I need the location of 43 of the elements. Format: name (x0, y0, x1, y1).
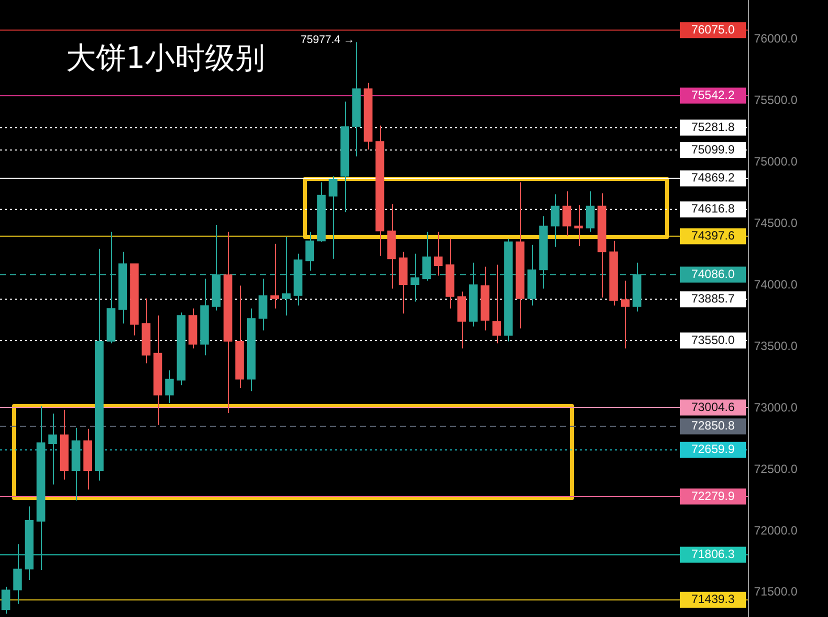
y-tick-label: 73000.0 (754, 400, 798, 414)
candlestick (13, 544, 22, 604)
ref-line-label: 71439.3 (691, 592, 736, 606)
ref-line-label: 74086.0 (691, 266, 736, 281)
ref-line-label: 74397.6 (691, 228, 736, 243)
y-tick-label: 72500.0 (754, 462, 798, 476)
candlestick (165, 370, 174, 404)
candlestick (434, 231, 443, 276)
ref-line-label: 75281.8 (691, 120, 736, 134)
ref-line-label: 72659.9 (691, 442, 736, 456)
y-tick-label: 75000.0 (754, 154, 798, 169)
ref-line-label: 73004.6 (691, 400, 736, 414)
ref-line-label: 76075.0 (691, 22, 736, 36)
candlestick (550, 194, 560, 248)
candlestick (305, 231, 314, 272)
ref-line-label: 71806.3 (691, 547, 736, 562)
y-tick-label: 72000.0 (754, 523, 798, 538)
ref-line-label: 73550.0 (691, 332, 736, 347)
y-tick-label: 76000.0 (754, 32, 798, 46)
ref-line-label: 72850.8 (691, 418, 736, 433)
y-tick-label: 74500.0 (754, 216, 798, 230)
candlestick (48, 413, 57, 486)
y-tick-label: 73500.0 (754, 338, 798, 353)
ref-line-label: 74869.2 (691, 170, 736, 185)
text: 大饼1小时级别 (66, 40, 266, 78)
y-tick-label: 74000.0 (754, 277, 798, 292)
y-tick-label: 71500.0 (754, 584, 798, 599)
candlestick (620, 280, 630, 349)
ref-line-label: 75099.9 (691, 142, 736, 156)
candlestick (328, 176, 338, 260)
candlestick (586, 190, 595, 232)
candlestick (2, 586, 10, 614)
candlestick (574, 204, 583, 246)
ref-line-label: 75542.2 (691, 88, 736, 102)
candlestick (258, 278, 268, 331)
y-tick-label: 75500.0 (754, 93, 798, 108)
ref-line-label: 73885.7 (691, 292, 736, 306)
ref-line-label: 74616.8 (691, 202, 736, 216)
ref-line-label: 72279.9 (691, 488, 736, 503)
annotation: 75977.4 → (300, 34, 354, 46)
candlestick (562, 190, 572, 236)
candlestick (492, 264, 502, 344)
candlestick (270, 243, 279, 309)
